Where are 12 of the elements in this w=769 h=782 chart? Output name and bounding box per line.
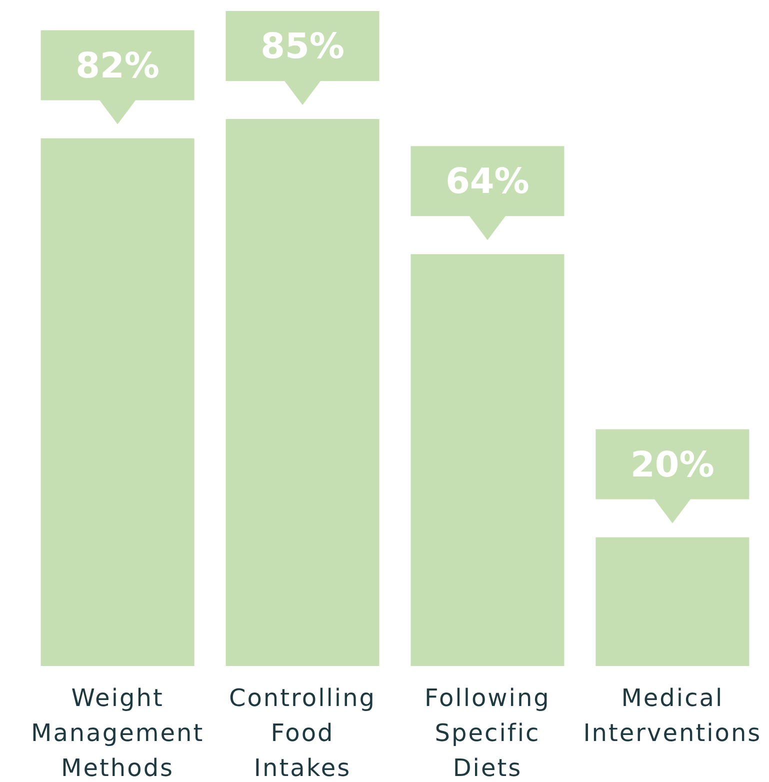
bar: [596, 537, 750, 666]
x-tick-label: Weight Management Methods: [31, 684, 204, 782]
bar: [410, 254, 564, 666]
data-label: 85%: [260, 27, 344, 67]
bar: [40, 138, 194, 666]
data-label: 82%: [76, 46, 160, 86]
x-tick-label: Medical Interventions: [583, 684, 762, 747]
bar: [226, 119, 380, 666]
x-tick-label: Following Specific Diets: [424, 684, 550, 782]
data-label: 20%: [630, 445, 714, 486]
data-label: 64%: [446, 162, 530, 202]
x-tick-label: Controlling Food Intakes: [228, 684, 376, 782]
